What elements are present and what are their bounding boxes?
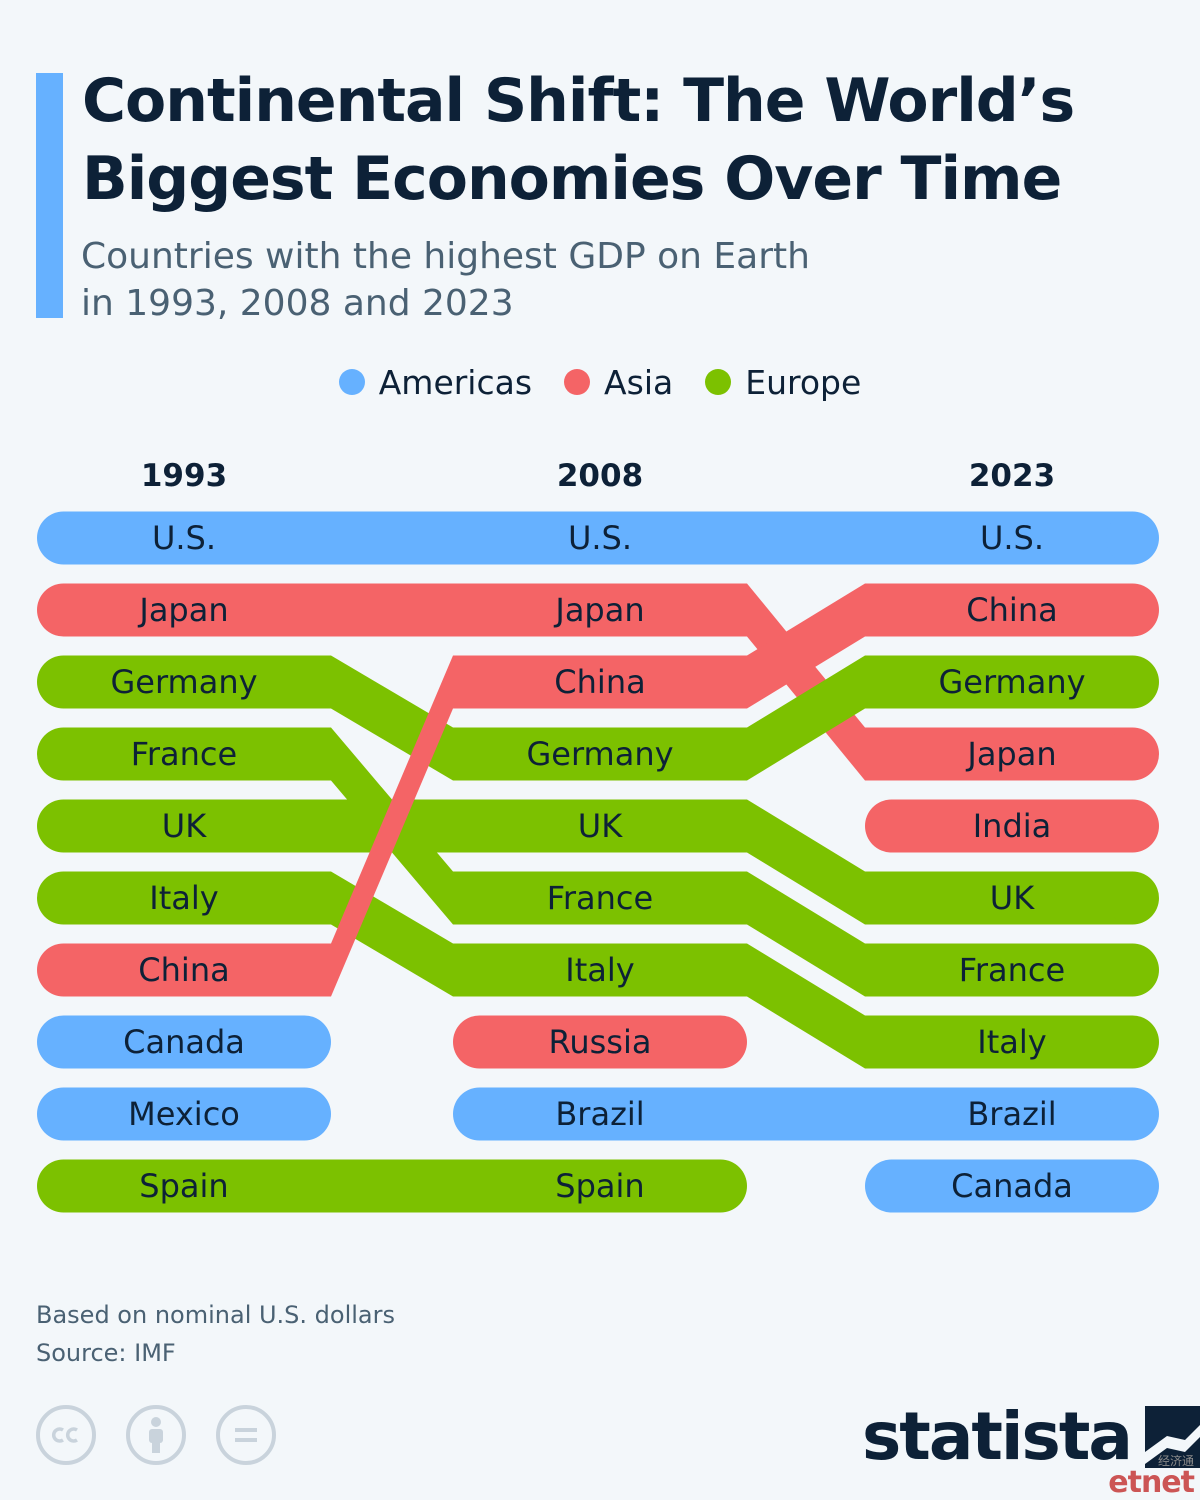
band-spain-2008-cap: [694, 1159, 747, 1213]
legend-item-europe: Europe: [705, 363, 861, 402]
label-mexico-1993: Mexico: [128, 1095, 240, 1133]
label-spain-1993: Spain: [139, 1167, 228, 1205]
connector-spain-1993-2008: [331, 1159, 453, 1213]
label-japan-1993: Japan: [137, 591, 228, 629]
legend-label-americas: Americas: [378, 362, 533, 402]
connector-china-2008-2023: [747, 583, 865, 709]
band-u-s-2023-cap: [1106, 511, 1159, 565]
label-italy-1993: Italy: [149, 879, 218, 917]
connector-japan-2008-2023: [747, 583, 865, 781]
connector-u-s-2008-2023: [747, 511, 865, 565]
connector-u-s-1993-2008: [331, 511, 453, 565]
legend-item-asia: Asia: [564, 363, 673, 402]
label-germany-2023: Germany: [938, 663, 1085, 701]
band-china-2023-cap: [1106, 583, 1159, 637]
bump-chart: U.S. U.S. U.S. Japan Japan Japan Germany German…: [37, 458, 1159, 1213]
legend-label-europe: Europe: [745, 362, 862, 402]
band-china-1993-cap: [37, 943, 90, 997]
label-brazil-2023: Brazil: [967, 1095, 1056, 1133]
chart-title: Continental Shift: The World’s Biggest E…: [82, 66, 1075, 214]
legend: Americas Asia Europe: [0, 358, 1200, 406]
band-italy-1993-cap: [37, 871, 90, 925]
connector-italy-2008-2023: [747, 943, 865, 1069]
watermark-chinese: 经济通: [1157, 1454, 1194, 1468]
label-canada-1993: Canada: [123, 1023, 245, 1061]
legend-dot-americas: [338, 369, 365, 395]
label-u-s-2023: U.S.: [980, 519, 1044, 557]
label-france-2008: France: [547, 879, 653, 917]
statista-brand[interactable]: statista: [862, 1398, 1200, 1475]
band-uk-1993-cap: [37, 799, 90, 853]
label-canada-2023: Canada: [951, 1167, 1073, 1205]
label-uk-1993: UK: [162, 807, 207, 845]
label-uk-2008: UK: [578, 807, 623, 845]
label-italy-2023: Italy: [977, 1023, 1046, 1061]
band-brazil-2023-cap: [1106, 1087, 1159, 1141]
legend-item-americas: Americas: [338, 362, 533, 402]
band-france-2023-cap: [1106, 943, 1159, 997]
band-germany-1993-cap: [37, 655, 90, 709]
label-germany-2008: Germany: [526, 735, 673, 773]
connector-uk-2008-2023: [747, 799, 865, 925]
legend-label-asia: Asia: [604, 362, 674, 402]
legend-dot-europe: [705, 369, 732, 395]
band-japan-1993-cap: [37, 583, 90, 637]
band-italy-2023-cap: [1106, 1015, 1159, 1069]
label-france-2023: France: [959, 951, 1065, 989]
title-accent-bar: [36, 73, 63, 318]
no-derivatives-icon[interactable]: [216, 1405, 276, 1465]
statista-logo-icon: [1144, 1405, 1200, 1468]
band-u-s-1993-cap: [37, 511, 90, 565]
license-icons: [36, 1405, 306, 1465]
label-u-s-1993: U.S.: [152, 519, 216, 557]
label-spain-2008: Spain: [555, 1167, 644, 1205]
band-france-1993-cap: [37, 727, 90, 781]
label-france-1993: France: [131, 735, 237, 773]
etnet-watermark: 经济通 etnet: [1108, 1454, 1195, 1500]
label-germany-1993: Germany: [110, 663, 257, 701]
label-china-2023: China: [966, 591, 1057, 629]
label-italy-2008: Italy: [565, 951, 634, 989]
footnote-source: Source: IMF: [36, 1339, 176, 1367]
subtitle-line-1: Countries with the highest GDP on Earth: [81, 236, 810, 277]
footnotes: Based on nominal U.S. dollars Source: IM…: [36, 1296, 395, 1372]
label-japan-2023: Japan: [965, 735, 1056, 773]
band-japan-2023-cap: [1106, 727, 1159, 781]
connector-germany-2008-2023: [747, 655, 865, 781]
subtitle-line-2: in 1993, 2008 and 2023: [81, 283, 514, 324]
legend-dot-asia: [564, 369, 591, 395]
bands-layer: [37, 511, 1159, 1213]
band-spain-1993-cap: [37, 1159, 90, 1213]
year-header-1993: 1993: [141, 458, 227, 494]
label-uk-2023: UK: [990, 879, 1035, 917]
label-russia-2008: Russia: [549, 1023, 652, 1061]
band-uk-2023-cap: [1106, 871, 1159, 925]
label-brazil-2008: Brazil: [555, 1095, 644, 1133]
band-germany-2023-cap: [1106, 655, 1159, 709]
watermark-etnet: etnet: [1108, 1465, 1195, 1500]
connector-france-2008-2023: [747, 871, 865, 997]
label-u-s-2008: U.S.: [568, 519, 632, 557]
chart-subtitle: Countries with the highest GDP on Earth …: [81, 233, 881, 327]
cc-icon[interactable]: [36, 1405, 96, 1465]
statista-wordmark: statista: [862, 1398, 1133, 1475]
label-japan-2008: Japan: [553, 591, 644, 629]
year-header-2023: 2023: [969, 458, 1055, 494]
year-headers: 1993 2008 2023: [141, 458, 1055, 494]
labels-layer: U.S. U.S. U.S. Japan Japan Japan Germany German…: [110, 519, 1085, 1205]
connector-brazil-2008-2023: [747, 1087, 865, 1141]
label-china-2008: China: [554, 663, 645, 701]
footnote-basis: Based on nominal U.S. dollars: [36, 1301, 396, 1329]
label-india-2023: India: [973, 807, 1052, 845]
band-brazil-2008-cap: [453, 1087, 506, 1141]
attribution-icon[interactable]: [126, 1405, 186, 1465]
connector-japan-1993-2008: [331, 583, 453, 637]
connector-china-1993-2008: [331, 655, 453, 997]
label-china-1993: China: [138, 951, 229, 989]
year-header-2008: 2008: [557, 458, 643, 494]
